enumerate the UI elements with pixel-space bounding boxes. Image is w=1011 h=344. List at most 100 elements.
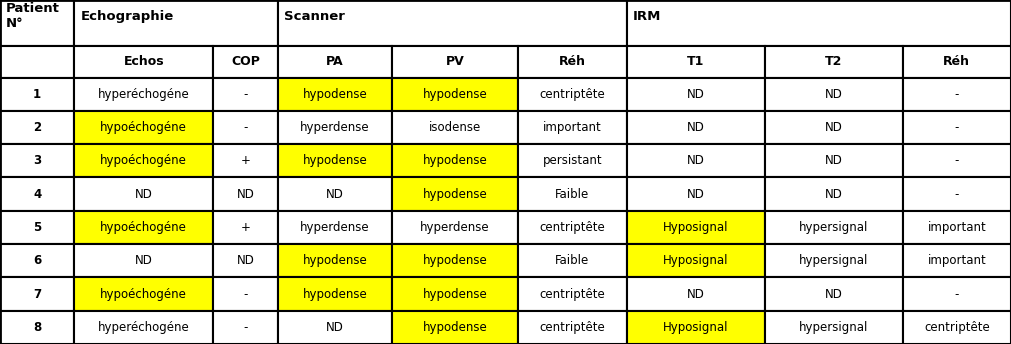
Text: hypodense: hypodense [423,187,487,201]
Text: important: important [543,121,602,134]
Text: ND: ND [327,187,344,201]
Text: Réh: Réh [559,55,585,68]
Text: ND: ND [825,121,842,134]
Text: +: + [241,154,251,167]
Bar [627,111,764,144]
Text: +: + [241,221,251,234]
Text: ND: ND [686,288,705,301]
Bar [764,211,903,244]
Bar [392,78,518,111]
Text: hyperdense: hyperdense [421,221,489,234]
Bar [518,144,627,178]
Bar [213,244,278,277]
Bar [75,211,213,244]
Text: ND: ND [825,288,842,301]
Bar [764,178,903,211]
Bar [0,111,75,144]
Text: Echographie: Echographie [81,10,174,23]
Bar [627,277,764,311]
Text: ND: ND [686,121,705,134]
Bar [627,0,1011,46]
Bar [213,178,278,211]
Bar [75,244,213,277]
Text: hypoéchogéne: hypoéchogéne [100,121,187,134]
Bar [392,211,518,244]
Text: -: - [244,288,248,301]
Bar [764,244,903,277]
Bar [278,277,392,311]
Text: T1: T1 [687,55,705,68]
Bar [0,46,75,78]
Bar [903,111,1011,144]
Bar [278,211,392,244]
Bar [392,244,518,277]
Text: centriptête: centriptête [924,321,990,334]
Bar [518,46,627,78]
Text: -: - [244,321,248,334]
Text: PA: PA [327,55,344,68]
Bar [627,211,764,244]
Text: important: important [927,254,986,267]
Text: 3: 3 [33,154,41,167]
Bar [903,244,1011,277]
Text: 4: 4 [33,187,41,201]
Bar [518,311,627,344]
Text: isodense: isodense [429,121,481,134]
Bar [627,178,764,211]
Text: hypodense: hypodense [303,254,368,267]
Text: 1: 1 [33,88,41,101]
Bar [278,78,392,111]
Bar [903,144,1011,178]
Bar [392,311,518,344]
Bar [213,144,278,178]
Bar [627,244,764,277]
Bar [764,144,903,178]
Bar [392,277,518,311]
Bar [213,277,278,311]
Text: hypersignal: hypersignal [799,221,868,234]
Bar [392,178,518,211]
Bar [213,46,278,78]
Bar [0,244,75,277]
Text: 6: 6 [33,254,41,267]
Text: ND: ND [686,187,705,201]
Bar [903,277,1011,311]
Text: -: - [954,187,959,201]
Text: 2: 2 [33,121,41,134]
Bar [392,144,518,178]
Bar [213,311,278,344]
Bar [903,46,1011,78]
Bar [278,144,392,178]
Bar [903,78,1011,111]
Bar [213,78,278,111]
Text: Scanner: Scanner [284,10,345,23]
Text: hypodense: hypodense [423,288,487,301]
Bar [278,244,392,277]
Bar [0,78,75,111]
Bar [0,311,75,344]
Text: centriptête: centriptête [540,88,606,101]
Text: hyperdense: hyperdense [300,121,370,134]
Text: hypodense: hypodense [303,88,368,101]
Bar [0,178,75,211]
Text: IRM: IRM [633,10,661,23]
Bar [75,311,213,344]
Bar [627,311,764,344]
Text: 8: 8 [33,321,41,334]
Text: PV: PV [446,55,464,68]
Text: centriptête: centriptête [540,321,606,334]
Bar [518,211,627,244]
Bar [903,211,1011,244]
Bar [278,0,627,46]
Bar [764,46,903,78]
Text: hyperéchogéne: hyperéchogéne [98,88,190,101]
Bar [0,144,75,178]
Text: -: - [244,88,248,101]
Text: -: - [954,88,959,101]
Text: Réh: Réh [943,55,971,68]
Bar [518,111,627,144]
Bar [764,111,903,144]
Bar [75,144,213,178]
Bar [518,178,627,211]
Bar [764,311,903,344]
